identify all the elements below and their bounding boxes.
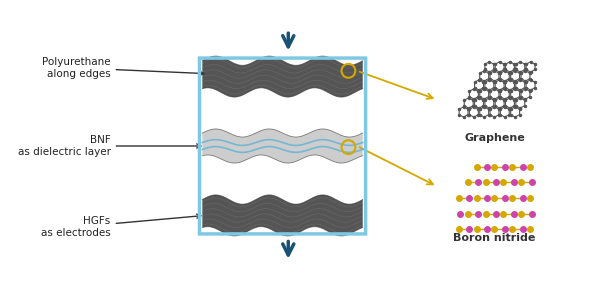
Text: Polyurethane
along edges: Polyurethane along edges: [42, 57, 204, 79]
Text: BNF
as dielectric layer: BNF as dielectric layer: [18, 135, 201, 157]
Text: Boron nitride: Boron nitride: [453, 233, 536, 243]
Text: HGFs
as electrodes: HGFs as electrodes: [41, 214, 201, 238]
Text: Graphene: Graphene: [464, 133, 525, 143]
Polygon shape: [202, 195, 363, 236]
Polygon shape: [202, 129, 363, 163]
Polygon shape: [202, 56, 363, 97]
